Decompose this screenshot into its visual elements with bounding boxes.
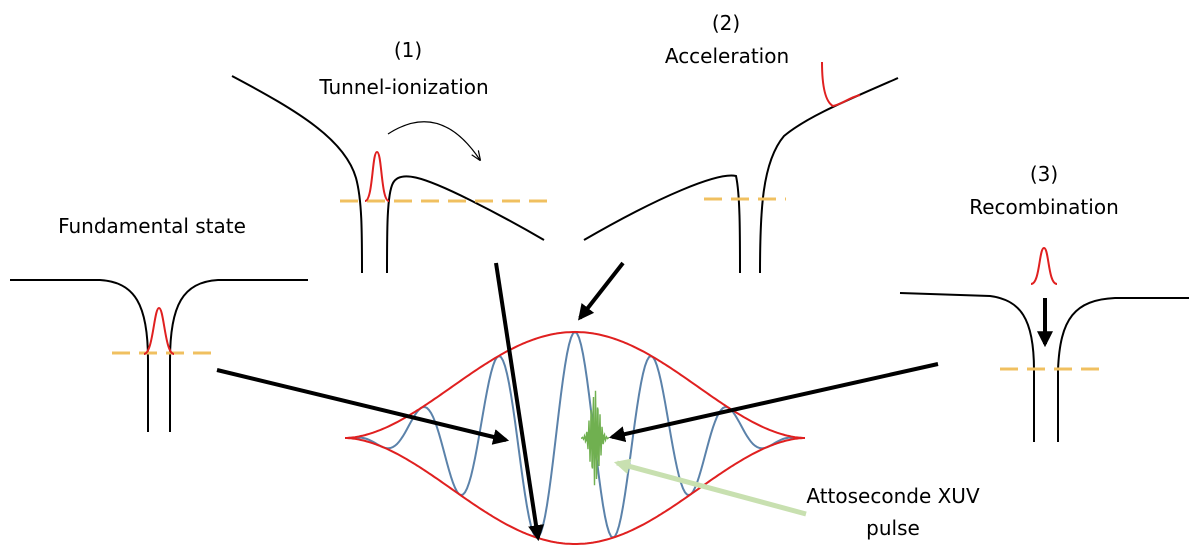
recombination-panel: (3) Recombination xyxy=(899,162,1189,442)
process-arrows xyxy=(216,261,939,542)
tunnel-potential-left xyxy=(231,75,363,274)
acceleration-potential-left xyxy=(583,174,741,274)
fundamental-state-label: Fundamental state xyxy=(58,214,246,238)
recombination-wavepacket xyxy=(1030,246,1058,285)
tunnel-ionization-panel: (1) Tunnel-ionization xyxy=(231,38,556,274)
recombination-potential-left xyxy=(899,292,1035,442)
arrow-recombination-to-pulse xyxy=(608,362,939,443)
tunnel-potential-right xyxy=(386,175,545,274)
xuv-label-line1: Attoseconde XUV xyxy=(806,484,980,508)
step1-label: Tunnel-ionization xyxy=(318,75,488,99)
step3-label: Recombination xyxy=(969,195,1119,219)
xuv-pointer-arrow xyxy=(613,458,807,517)
xuv-annotation: Attoseconde XUV pulse xyxy=(613,458,980,540)
fundamental-state-panel: Fundamental state xyxy=(10,214,308,432)
attosecond-xuv-burst xyxy=(581,390,609,486)
pulse-envelope-lower xyxy=(345,437,805,545)
pulse-field-oscillation xyxy=(345,330,805,539)
laser-pulse xyxy=(345,330,805,545)
step1-number: (1) xyxy=(394,38,422,62)
step2-number: (2) xyxy=(712,11,740,35)
tunnel-curved-arrow xyxy=(387,121,480,160)
step3-number: (3) xyxy=(1030,162,1058,186)
acceleration-wavepacket xyxy=(821,61,861,108)
xuv-label-line2: pulse xyxy=(866,516,920,540)
acceleration-panel: (2) Acceleration xyxy=(583,11,899,274)
recombination-potential-right xyxy=(1057,297,1189,442)
arrow-acceleration-to-pulse xyxy=(578,261,625,321)
acceleration-potential-right xyxy=(759,77,899,274)
fundamental-potential-right xyxy=(169,279,308,432)
arrow-fundamental-to-pulse xyxy=(216,368,510,445)
arrow-tunnel-to-pulse xyxy=(494,262,544,542)
fundamental-wavepacket xyxy=(143,306,175,355)
tunnel-wavepacket xyxy=(364,150,390,202)
fundamental-potential-left xyxy=(10,279,149,432)
step2-label: Acceleration xyxy=(665,44,789,68)
pulse-envelope-upper xyxy=(345,331,805,439)
